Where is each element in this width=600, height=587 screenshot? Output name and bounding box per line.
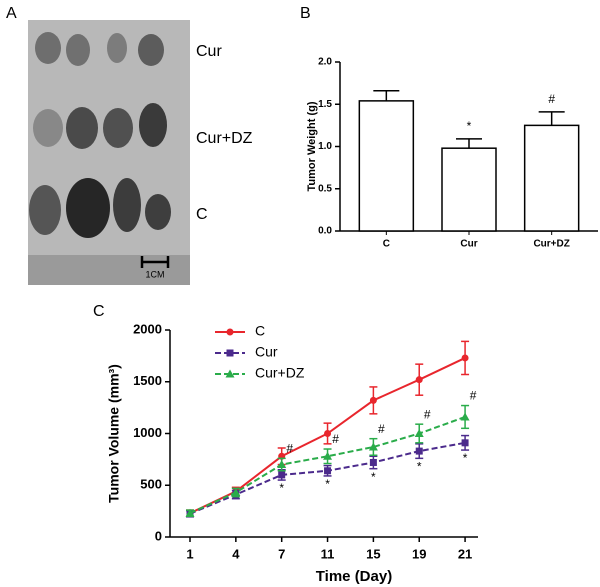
tumor <box>113 178 141 232</box>
tumor <box>145 194 171 230</box>
photo-floor <box>28 255 190 285</box>
marker <box>414 429 424 437</box>
scale-label: 1CM <box>145 269 164 279</box>
y-tick-label: 1.0 <box>318 141 332 152</box>
y-tick-label: 0 <box>155 528 162 543</box>
marker <box>323 451 333 460</box>
marker <box>461 439 469 447</box>
marker <box>369 396 377 404</box>
y-tick-label: 2000 <box>133 321 162 336</box>
significance-label: # <box>424 407 431 421</box>
significance-label: * <box>467 119 472 133</box>
row-label: C <box>196 206 208 223</box>
marker <box>461 354 469 362</box>
significance-label: # <box>378 422 385 436</box>
panel-label: C <box>93 303 105 320</box>
marker <box>460 412 470 421</box>
marker <box>226 328 234 336</box>
marker <box>415 447 423 455</box>
x-tick-label: C <box>383 239 390 250</box>
x-tick-label: Cur+DZ <box>533 239 569 250</box>
marker <box>324 430 332 437</box>
significance-label: * <box>325 477 330 491</box>
tumor <box>107 33 127 63</box>
y-axis-label: Tumor Volume (mm³) <box>106 364 122 503</box>
row-label: Cur <box>196 43 222 60</box>
bar <box>523 124 580 232</box>
marker <box>415 376 423 384</box>
bar <box>441 147 497 232</box>
tumor <box>139 103 167 147</box>
tumor <box>103 108 133 148</box>
photo: 1CM <box>28 20 190 285</box>
marker <box>324 467 332 475</box>
bar <box>358 100 415 232</box>
tumor <box>66 178 110 238</box>
significance-label: * <box>371 470 376 484</box>
y-tick-label: 1.5 <box>318 99 332 110</box>
significance-label: # <box>286 442 293 456</box>
marker <box>277 460 287 469</box>
legend-label: Cur+DZ <box>255 365 305 381</box>
significance-label: * <box>463 451 468 465</box>
significance-label: # <box>332 432 339 446</box>
photo-bg <box>28 20 190 285</box>
x-tick-label: 11 <box>321 546 335 561</box>
tumor <box>66 107 98 149</box>
legend-label: Cur <box>255 344 278 360</box>
panel-label: B <box>300 5 311 22</box>
row-label: Cur+DZ <box>196 130 253 147</box>
marker <box>225 369 235 378</box>
y-tick-label: 0.5 <box>318 183 332 194</box>
x-tick-label: 7 <box>278 546 285 561</box>
marker <box>231 487 241 496</box>
tumor <box>138 34 164 66</box>
x-axis-label: Time (Day) <box>316 568 392 585</box>
marker <box>368 442 378 451</box>
significance-label: # <box>470 389 477 403</box>
x-tick-label: Cur <box>460 239 477 250</box>
x-tick-label: 19 <box>412 546 426 561</box>
marker <box>369 458 377 466</box>
marker <box>278 471 286 479</box>
scale-bar <box>140 256 170 268</box>
panel-label: A <box>6 5 17 22</box>
y-tick-label: 0.0 <box>318 226 332 237</box>
y-tick-label: 1000 <box>133 425 162 440</box>
tumor <box>66 34 90 66</box>
x-tick-label: 4 <box>232 546 240 561</box>
y-tick-label: 1500 <box>133 373 162 388</box>
x-tick-label: 1 <box>186 546 193 561</box>
x-tick-label: 15 <box>366 546 380 561</box>
y-axis-label: Tumor Weight (g) <box>306 101 318 191</box>
tumor <box>35 32 61 64</box>
x-tick-label: 21 <box>458 546 472 561</box>
y-tick-label: 2.0 <box>318 57 332 68</box>
significance-label: * <box>417 460 422 474</box>
significance-label: * <box>279 481 284 495</box>
y-tick-label: 500 <box>140 477 162 492</box>
marker <box>226 349 234 357</box>
marker <box>185 508 195 517</box>
tumor <box>29 185 61 235</box>
significance-label: # <box>548 92 555 106</box>
legend-label: C <box>255 323 265 339</box>
tumor <box>33 109 63 147</box>
